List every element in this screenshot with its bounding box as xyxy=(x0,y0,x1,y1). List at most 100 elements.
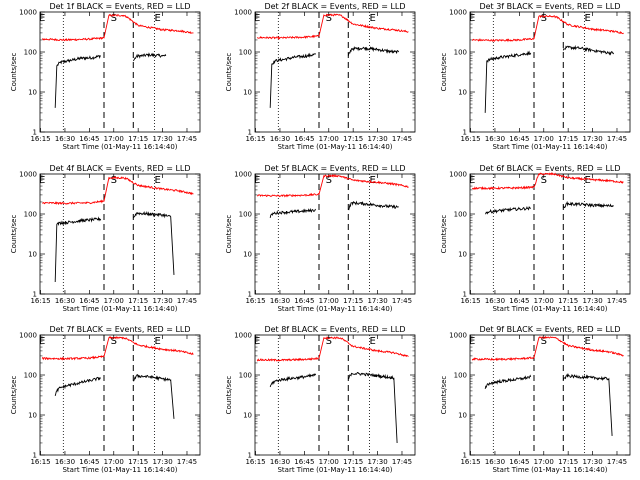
x-tick-label: 17:45 xyxy=(177,135,197,143)
series-line-events xyxy=(348,372,398,443)
marker-label: S xyxy=(326,13,332,24)
plot-frame xyxy=(254,11,416,133)
x-tick-label: 17:30 xyxy=(152,458,172,466)
y-tick-label: 1 xyxy=(463,291,467,299)
y-tick-label: 1 xyxy=(33,291,37,299)
series-line-events xyxy=(54,376,101,397)
x-axis-label: Start Time (01-May-11 16:14:40) xyxy=(492,143,607,151)
y-tick-label: 1 xyxy=(463,452,467,460)
x-tick-label: 17:15 xyxy=(343,135,363,143)
series-line-lld xyxy=(41,176,194,206)
panel-8: Det 8f BLACK = Events, RED = LLD 1 10 100 10… xyxy=(225,325,416,474)
panel-4: Det 4f BLACK = Events, RED = LLD 1 10 100 10… xyxy=(10,164,201,313)
marker-label: E xyxy=(155,175,161,186)
panel-title: Det 2f BLACK = Events, RED = LLD xyxy=(264,2,405,11)
panel-2: Det 2f BLACK = Events, RED = LLD 1 10 100 10… xyxy=(225,2,416,151)
x-axis-label: Start Time (01-May-11 16:14:40) xyxy=(277,305,392,313)
x-tick-label: 16:30 xyxy=(270,458,290,466)
y-tick-label: 1 xyxy=(33,129,37,137)
x-axis-label: Start Time (01-May-11 16:14:40) xyxy=(277,466,392,474)
x-tick-label: 17:45 xyxy=(177,297,197,305)
plot-frame xyxy=(39,11,201,133)
panel-5: Det 5f BLACK = Events, RED = LLD 1 10 100 10… xyxy=(225,164,416,313)
series-line-events xyxy=(347,45,400,56)
x-axis-label: Start Time (01-May-11 16:14:40) xyxy=(492,305,607,313)
panel-1: Det 1f BLACK = Events, RED = LLD 1 10 100 10… xyxy=(10,2,201,151)
plot-frame xyxy=(39,173,201,295)
series-line-events xyxy=(562,373,613,436)
x-tick-label: 17:30 xyxy=(152,297,172,305)
x-tick-label: 16:30 xyxy=(485,297,505,305)
x-tick-label: 17:45 xyxy=(607,458,627,466)
x-tick-label: 17:45 xyxy=(392,297,412,305)
y-tick-label: 1 xyxy=(33,452,37,460)
y-tick-label: 100 xyxy=(239,211,252,219)
x-tick-label: 17:45 xyxy=(392,135,412,143)
series-line-events xyxy=(133,374,175,419)
panel-3: Det 3f BLACK = Events, RED = LLD 1 10 100 10… xyxy=(440,2,631,151)
marker-label: S xyxy=(541,336,547,347)
series-line-lld xyxy=(41,13,194,42)
x-tick-label: 17:15 xyxy=(558,135,578,143)
series-line-events xyxy=(54,216,102,282)
x-tick-label: 16:45 xyxy=(294,135,314,143)
series-line-lld xyxy=(471,172,624,191)
x-tick-label: 16:45 xyxy=(294,297,314,305)
x-tick-label: 17:00 xyxy=(534,458,554,466)
marker-label: S xyxy=(111,13,117,24)
marker-label: E xyxy=(155,13,161,24)
series-line-events xyxy=(484,50,532,113)
x-tick-label: 16:15 xyxy=(460,458,480,466)
x-tick-label: 16:15 xyxy=(245,297,265,305)
marker-label: S xyxy=(111,175,117,186)
marker-label: E xyxy=(585,13,591,24)
series-line-lld xyxy=(256,13,409,41)
marker-label: E xyxy=(370,175,376,186)
panel-7: Det 7f BLACK = Events, RED = LLD 1 10 100 10… xyxy=(10,325,201,474)
marker-label: S xyxy=(326,336,332,347)
x-tick-label: 16:30 xyxy=(485,458,505,466)
series-line-events xyxy=(269,52,317,108)
y-tick-label: 100 xyxy=(24,49,37,57)
series-line-events xyxy=(132,52,167,62)
y-axis-label: Counts/sec xyxy=(440,376,448,415)
series-line-events xyxy=(348,200,399,211)
y-tick-label: 10 xyxy=(243,412,252,420)
y-tick-label: 100 xyxy=(454,211,467,219)
x-tick-label: 17:45 xyxy=(607,135,627,143)
x-tick-label: 16:45 xyxy=(509,297,529,305)
marker-label: E xyxy=(254,175,260,186)
panel-title: Det 7f BLACK = Events, RED = LLD xyxy=(49,325,190,334)
x-tick-label: 16:15 xyxy=(460,135,480,143)
y-tick-label: 1000 xyxy=(19,332,37,340)
panel-title: Det 6f BLACK = Events, RED = LLD xyxy=(479,164,620,173)
x-tick-label: 16:30 xyxy=(270,297,290,305)
marker-label: S xyxy=(541,175,547,186)
panel-title: Det 9f BLACK = Events, RED = LLD xyxy=(479,325,620,334)
y-tick-label: 1 xyxy=(463,129,467,137)
x-tick-label: 17:00 xyxy=(104,458,124,466)
plot-frame xyxy=(254,334,416,456)
series-line-lld xyxy=(471,14,624,43)
y-axis-label: Counts/sec xyxy=(10,53,18,92)
x-tick-label: 17:30 xyxy=(582,297,602,305)
series-line-lld xyxy=(471,335,624,362)
panel-9: Det 9f BLACK = Events, RED = LLD 1 10 100 10… xyxy=(440,325,631,474)
series-line-events xyxy=(132,211,175,275)
x-tick-label: 16:45 xyxy=(294,458,314,466)
y-axis-label: Counts/sec xyxy=(440,53,448,92)
y-tick-label: 10 xyxy=(28,251,37,259)
panel-title: Det 5f BLACK = Events, RED = LLD xyxy=(264,164,405,173)
y-axis-label: Counts/sec xyxy=(225,376,233,415)
y-tick-label: 1 xyxy=(248,291,252,299)
x-tick-label: 17:00 xyxy=(104,135,124,143)
y-axis-label: Counts/sec xyxy=(440,215,448,254)
x-tick-label: 17:15 xyxy=(558,458,578,466)
y-axis-label: Counts/sec xyxy=(225,215,233,254)
y-tick-label: 10 xyxy=(458,251,467,259)
y-tick-label: 100 xyxy=(239,49,252,57)
x-tick-label: 16:15 xyxy=(460,297,480,305)
y-tick-label: 1000 xyxy=(19,171,37,179)
x-tick-label: 16:30 xyxy=(485,135,505,143)
